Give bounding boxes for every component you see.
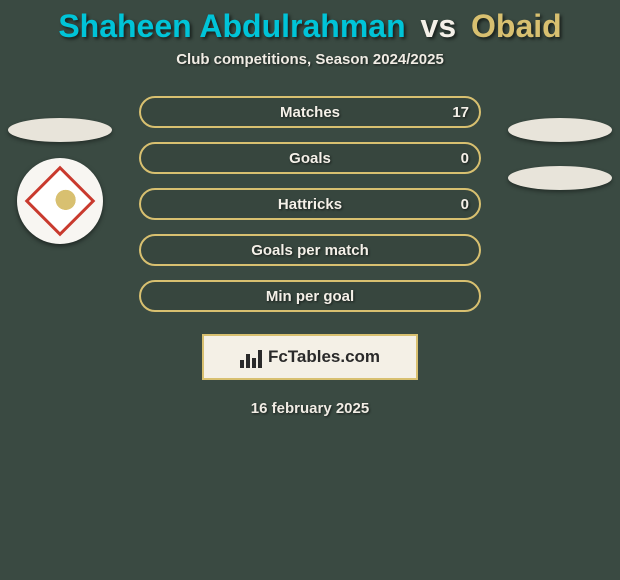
stat-right-value: 17 bbox=[452, 104, 469, 121]
stat-row-goals: Goals 0 bbox=[139, 142, 481, 174]
stats-table: Matches 17 Goals 0 Hattricks 0 Goals per… bbox=[139, 96, 481, 312]
bar-chart-icon bbox=[240, 346, 262, 368]
subtitle: Club competitions, Season 2024/2025 bbox=[0, 51, 620, 68]
stat-label: Min per goal bbox=[266, 288, 354, 305]
stat-label: Matches bbox=[280, 104, 340, 121]
player2-team-logo-placeholder bbox=[508, 166, 612, 190]
player1-team-logo bbox=[17, 158, 103, 244]
stat-right-value: 0 bbox=[461, 196, 469, 213]
brand-badge[interactable]: FcTables.com bbox=[202, 334, 418, 380]
player2-badge-column bbox=[506, 118, 614, 206]
stat-label: Goals per match bbox=[251, 242, 369, 259]
vs-label: vs bbox=[421, 8, 457, 44]
stat-label: Hattricks bbox=[278, 196, 342, 213]
brand-text: FcTables.com bbox=[268, 347, 380, 367]
player2-photo-placeholder bbox=[508, 118, 612, 142]
team-logo-icon bbox=[25, 166, 96, 237]
stat-row-goals-per-match: Goals per match bbox=[139, 234, 481, 266]
stat-label: Goals bbox=[289, 150, 331, 167]
date-label: 16 february 2025 bbox=[0, 400, 620, 417]
stat-row-hattricks: Hattricks 0 bbox=[139, 188, 481, 220]
stat-row-min-per-goal: Min per goal bbox=[139, 280, 481, 312]
player2-name: Obaid bbox=[471, 8, 562, 44]
stat-right-value: 0 bbox=[461, 150, 469, 167]
player1-name: Shaheen Abdulrahman bbox=[58, 8, 405, 44]
player1-badge-column bbox=[6, 118, 114, 244]
stat-row-matches: Matches 17 bbox=[139, 96, 481, 128]
comparison-title: Shaheen Abdulrahman vs Obaid bbox=[0, 0, 620, 45]
player1-photo-placeholder bbox=[8, 118, 112, 142]
